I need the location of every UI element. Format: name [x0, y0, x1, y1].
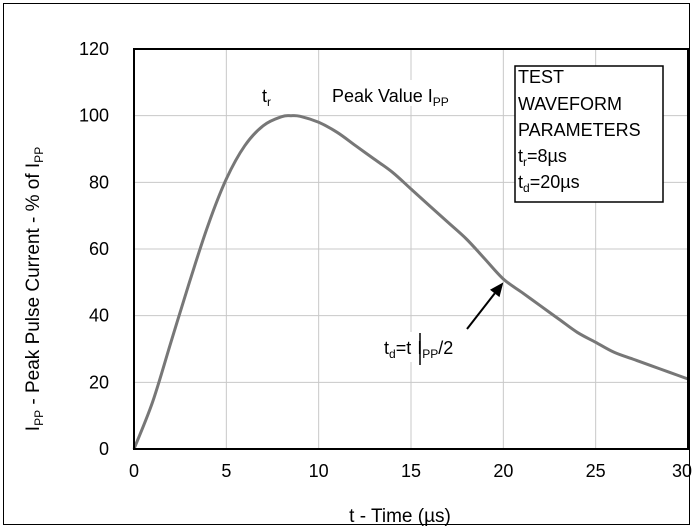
plot-area-border [133, 48, 689, 450]
x-tick-label: 5 [221, 461, 231, 481]
x-tick-label: 25 [586, 461, 606, 481]
peak-value-annotation: Peak Value IPP [332, 86, 449, 109]
x-tick-label: 30 [672, 461, 692, 481]
x-tick-label: 0 [129, 461, 139, 481]
params-line-waveform: WAVEFORM [518, 94, 622, 114]
x-tick-label: 15 [401, 461, 421, 481]
y-tick-label: 20 [89, 372, 109, 392]
params-line-tr: tr=8µs [518, 146, 567, 169]
tr-annotation: tr [262, 86, 271, 109]
x-tick-labels: 0 5 10 15 20 25 30 [129, 461, 692, 481]
y-axis-title: IPP - Peak Pulse Current - % of IPP [23, 147, 46, 431]
y-tick-label: 100 [79, 106, 109, 126]
pulse-waveform-curve [132, 114, 689, 450]
params-line-td: td=20µs [518, 172, 580, 195]
y-tick-label: 0 [99, 439, 109, 459]
params-line-parameters: PARAMETERS [518, 120, 641, 140]
y-tick-label: 80 [89, 172, 109, 192]
x-tick-label: 10 [309, 461, 329, 481]
parameters-box-border [514, 65, 664, 203]
td-arrow [466, 282, 504, 330]
y-tick-label: 120 [79, 39, 109, 59]
params-line-test: TEST [518, 67, 564, 87]
x-tick-label: 20 [493, 461, 513, 481]
chart-frame [3, 3, 690, 525]
y-tick-label: 60 [89, 239, 109, 259]
curve-layer [132, 114, 689, 450]
peak-label-bg [324, 80, 494, 106]
y-tick-labels: 0 20 40 60 80 100 120 [79, 39, 109, 459]
x-axis-title: t - Time (µs) [349, 506, 451, 527]
y-tick-label: 40 [89, 306, 109, 326]
test-parameters-box: TEST WAVEFORM PARAMETERS tr=8µs td=20µs [514, 65, 664, 203]
td-label-bg [380, 332, 494, 362]
